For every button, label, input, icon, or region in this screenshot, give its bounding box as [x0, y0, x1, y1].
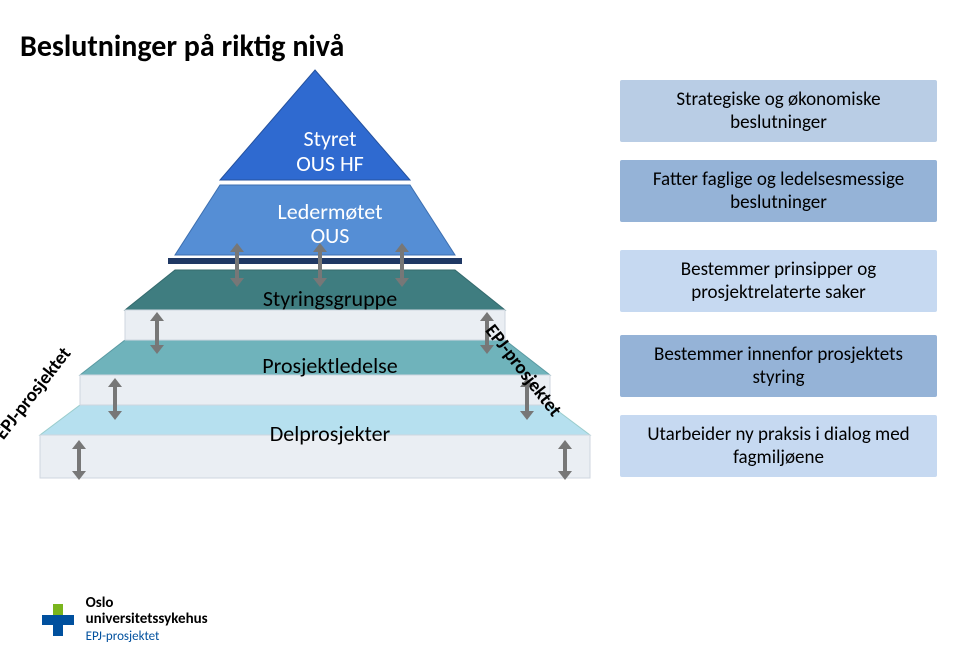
rbox-0: Strategiske og økonomiske beslutninger [620, 80, 937, 142]
footer-line2: universitetssykehus [86, 610, 208, 628]
footer-line3: EPJ-prosjektet [86, 629, 160, 644]
layer-prosjektledelse-front [80, 375, 550, 405]
apex-label-line2: OUS HF [250, 150, 410, 177]
prosjektledelse-label: Prosjektledelse [200, 352, 460, 379]
layer-styringsgruppe-front [125, 310, 505, 340]
arrow-4a [72, 440, 86, 480]
arrow-1a [230, 243, 244, 287]
arrow-2a [150, 312, 164, 354]
footer-logo: Oslo universitetssykehus EPJ-prosjektet [40, 595, 208, 645]
delprosjekter-label: Delprosjekter [200, 420, 460, 447]
rbox-2: Bestemmer prinsipper og prosjektrelatert… [620, 250, 937, 312]
rbox-4: Utarbeider ny praksis i dialog med fagmi… [620, 415, 937, 477]
arrow-4b [558, 440, 572, 480]
arrow-3a [108, 378, 122, 420]
ledermote-label-line1: Ledermøtet [250, 198, 410, 225]
styringsgruppe-label: Styringsgruppe [200, 285, 460, 312]
apex-label-line1: Styret [250, 125, 410, 152]
plus-icon [40, 602, 76, 638]
arrow-1c [395, 243, 409, 287]
footer-line1: Oslo [86, 594, 114, 612]
rbox-3: Bestemmer innenfor prosjektets styring [620, 335, 937, 397]
arrow-1b [313, 243, 327, 287]
ledermote-label-line2: OUS [250, 222, 410, 249]
rbox-1: Fatter faglige og ledelsesmessige beslut… [620, 160, 937, 222]
